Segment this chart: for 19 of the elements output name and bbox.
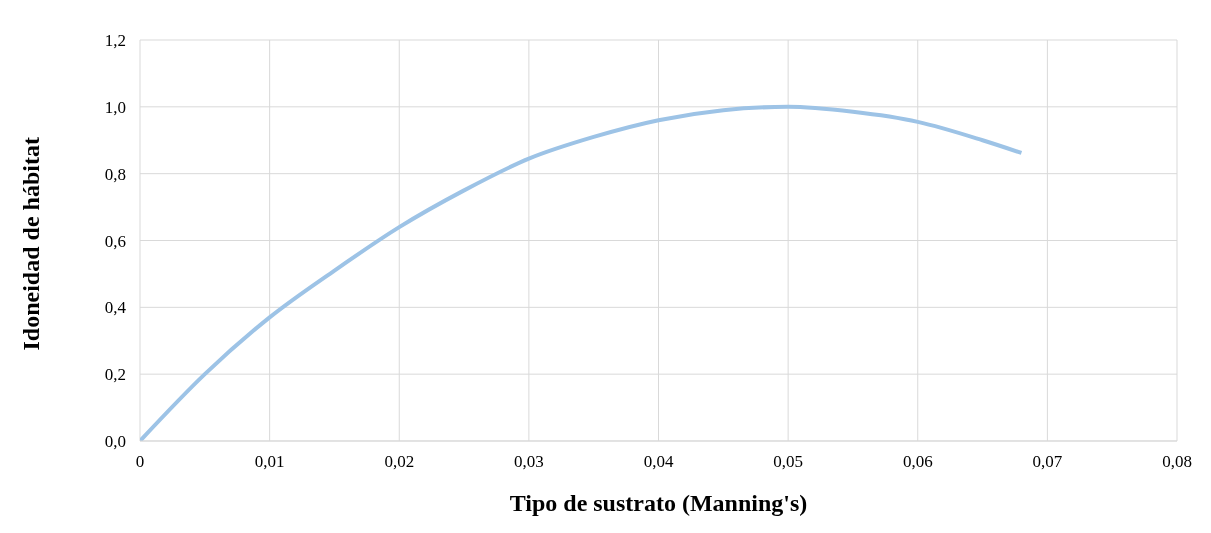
y-tick-label: 1,2 [104, 31, 126, 50]
x-tick-label: 0,03 [514, 452, 544, 471]
y-tick-label: 0,0 [104, 432, 126, 451]
x-tick-label: 0,05 [773, 452, 803, 471]
line-series [140, 104, 1024, 441]
x-tick-label: 0,07 [1032, 452, 1063, 471]
y-tick-label: 0,4 [104, 298, 127, 318]
x-tick-label: 0,04 [643, 452, 674, 471]
x-axis-title: Tipo de sustrato (Manning's) [509, 490, 808, 516]
y-tick-label: 0,8 [104, 164, 126, 184]
y-tick-label: 1,0 [104, 97, 126, 117]
x-tick-label: 0,06 [902, 452, 933, 471]
x-tick-label: 0,08 [1162, 452, 1192, 471]
x-tick-label: 0,02 [384, 452, 415, 471]
x-tick-label: 0,01 [254, 452, 285, 471]
y-tick-label: 0,2 [104, 365, 126, 385]
x-tick-label: 0 [135, 452, 145, 471]
y-tick-label: 0,6 [104, 231, 126, 251]
y-axis-title: Idoneidad de hábitat [17, 137, 44, 351]
